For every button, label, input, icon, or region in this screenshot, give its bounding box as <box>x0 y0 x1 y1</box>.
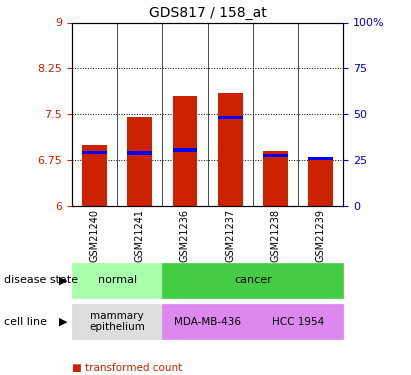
Bar <box>218 116 242 119</box>
Title: GDS817 / 158_at: GDS817 / 158_at <box>149 6 266 20</box>
Bar <box>127 151 152 154</box>
Text: disease state: disease state <box>4 275 78 285</box>
Bar <box>173 96 197 206</box>
Text: ▶: ▶ <box>60 275 68 285</box>
Bar <box>263 151 288 206</box>
Bar <box>82 151 107 154</box>
Text: mammary
epithelium: mammary epithelium <box>89 311 145 332</box>
Text: cancer: cancer <box>234 275 272 285</box>
Text: ■ transformed count: ■ transformed count <box>72 363 182 372</box>
Bar <box>308 157 333 160</box>
Text: cell line: cell line <box>4 316 47 327</box>
Text: normal: normal <box>97 275 137 285</box>
Text: HCC 1954: HCC 1954 <box>272 316 324 327</box>
Bar <box>127 117 152 206</box>
Text: MDA-MB-436: MDA-MB-436 <box>174 316 241 327</box>
Bar <box>308 160 333 206</box>
Bar <box>218 93 242 206</box>
Bar <box>82 145 107 206</box>
Bar <box>173 148 197 152</box>
Text: ▶: ▶ <box>60 316 68 327</box>
Bar <box>263 154 288 157</box>
